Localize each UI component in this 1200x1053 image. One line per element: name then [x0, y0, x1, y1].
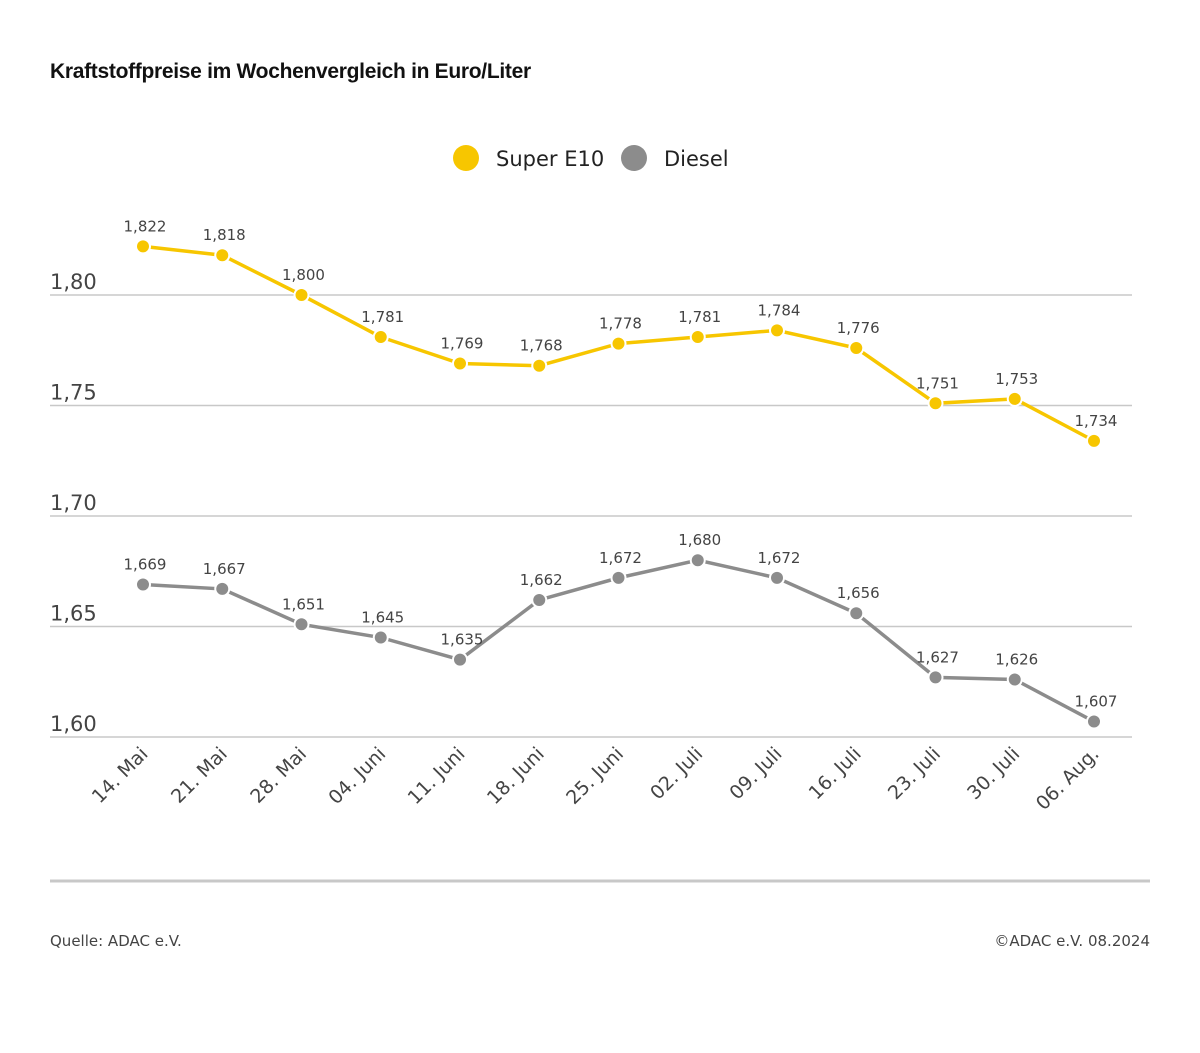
data-point [531, 591, 548, 608]
y-tick-label: 1,75 [50, 381, 97, 405]
data-point [214, 580, 231, 597]
data-label: 1,626 [995, 651, 1038, 669]
data-label: 1,680 [678, 531, 721, 549]
data-point [610, 335, 627, 352]
x-tick-label: 02. Juli [646, 743, 707, 804]
data-point [135, 576, 151, 593]
data-label: 1,734 [1075, 412, 1118, 430]
data-point [1086, 713, 1102, 730]
y-tick-label: 1,60 [50, 712, 97, 736]
data-label: 1,751 [916, 374, 959, 392]
data-point [372, 328, 389, 345]
y-tick-label: 1,70 [50, 491, 97, 515]
data-point [1006, 671, 1023, 688]
data-point [452, 651, 468, 668]
data-label: 1,822 [124, 217, 167, 235]
data-point [689, 328, 706, 345]
data-point [848, 340, 865, 357]
x-tick-label: 25. Juni [562, 743, 628, 809]
data-label: 1,776 [837, 319, 880, 337]
data-point [135, 238, 151, 255]
legend-label: Diesel [664, 147, 729, 171]
data-label: 1,753 [995, 370, 1038, 388]
data-label: 1,635 [441, 631, 484, 649]
data-point [531, 357, 548, 374]
data-label: 1,800 [282, 266, 325, 284]
data-label: 1,607 [1075, 693, 1118, 711]
data-label: 1,672 [758, 549, 801, 567]
data-label: 1,778 [599, 315, 642, 333]
x-tick-label: 28. Mai [246, 743, 311, 808]
x-tick-label: 23. Juli [884, 743, 945, 804]
data-label: 1,784 [758, 301, 801, 319]
data-point [769, 569, 785, 586]
data-point [689, 552, 706, 569]
chart-title: Kraftstoffpreise im Wochenvergleich in E… [50, 60, 531, 83]
data-point [214, 247, 231, 264]
x-tick-label: 30. Juli [963, 743, 1024, 804]
data-label: 1,651 [282, 595, 325, 613]
x-tick-label: 04. Juni [324, 743, 390, 809]
x-tick-label: 06. Aug. [1032, 743, 1104, 815]
data-label: 1,768 [520, 337, 563, 355]
y-tick-label: 1,80 [50, 270, 97, 294]
data-point [927, 395, 944, 412]
data-label: 1,769 [441, 335, 484, 353]
source-note: Quelle: ADAC e.V. [50, 932, 182, 950]
data-point [927, 669, 944, 686]
x-tick-label: 21. Mai [167, 743, 232, 808]
x-tick-label: 09. Juli [725, 743, 786, 804]
data-point [293, 616, 310, 633]
data-label: 1,662 [520, 571, 563, 589]
data-label: 1,781 [361, 308, 404, 326]
data-point [372, 629, 389, 646]
data-label: 1,781 [678, 308, 721, 326]
data-label: 1,656 [837, 584, 880, 602]
data-point [293, 287, 310, 303]
data-label: 1,645 [361, 609, 404, 627]
data-point [610, 569, 627, 586]
data-point [1006, 390, 1023, 407]
data-point [769, 322, 785, 339]
data-point [452, 355, 468, 372]
x-tick-label: 14. Mai [88, 743, 153, 808]
data-label: 1,627 [916, 648, 959, 666]
copyright: ©ADAC e.V. 08.2024 [994, 932, 1150, 950]
data-label: 1,818 [203, 226, 246, 244]
data-label: 1,667 [203, 560, 246, 578]
data-label: 1,672 [599, 549, 642, 567]
legend-marker [621, 145, 647, 171]
data-label: 1,669 [124, 556, 167, 574]
legend-marker [453, 145, 479, 171]
x-tick-label: 18. Juni [483, 743, 549, 809]
y-tick-label: 1,65 [50, 602, 97, 626]
x-tick-label: 11. Juni [404, 743, 470, 809]
x-tick-label: 16. Juli [805, 743, 866, 804]
data-point [848, 605, 865, 622]
legend-label: Super E10 [496, 147, 604, 171]
data-point [1086, 432, 1102, 449]
